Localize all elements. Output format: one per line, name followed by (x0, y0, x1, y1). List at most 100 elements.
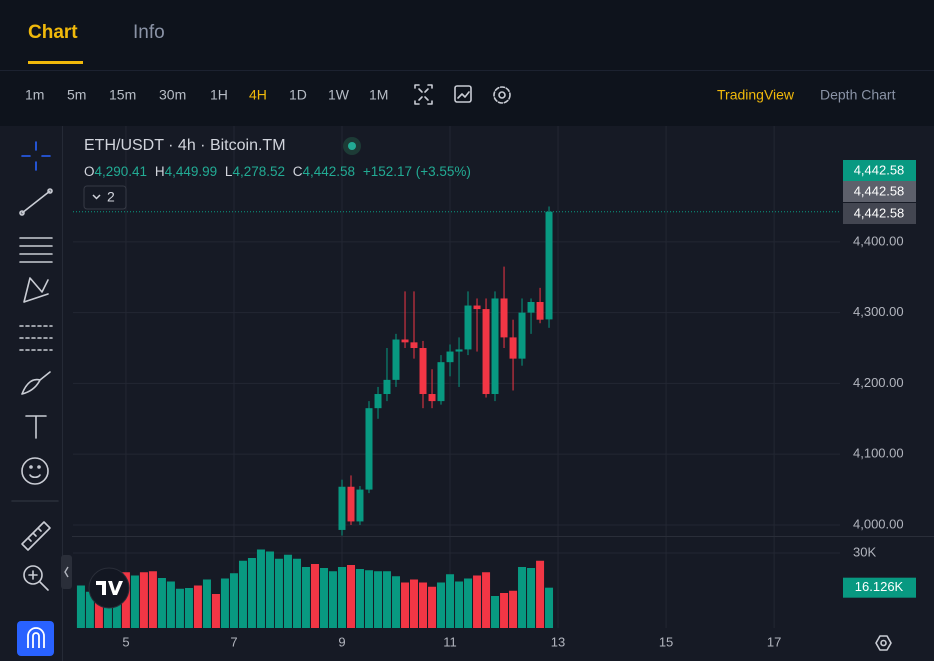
volume-bar (455, 581, 464, 628)
interval-bar: 1m 5m 15m 30m 1H 4H 1D 1W 1M (25, 87, 388, 103)
magnet-button[interactable] (17, 621, 54, 656)
value: 4,278.52 (232, 164, 285, 179)
candle-body (437, 362, 445, 402)
volume-bar (130, 575, 139, 628)
volume-bar (94, 584, 103, 628)
drawing-toolbar (0, 126, 62, 661)
tab[interactable]: Info (133, 22, 165, 43)
volume-bar (392, 576, 401, 628)
badge-text: 4,442.58 (854, 183, 905, 198)
candle-body (527, 302, 535, 313)
volume-bar (527, 568, 536, 628)
candle-body (401, 339, 409, 343)
volume-badge (843, 577, 916, 598)
volume-bar (382, 571, 391, 628)
key: H (155, 164, 165, 179)
indicator-toggle[interactable] (83, 185, 127, 210)
magnet-icon (27, 627, 45, 648)
key: C (293, 164, 303, 179)
candle-body (383, 379, 391, 395)
interval[interactable]: 30m (159, 87, 186, 103)
volume-bar (436, 582, 445, 628)
tab[interactable]: Chart (28, 22, 78, 43)
tab-underline (28, 61, 83, 64)
indicator-icon[interactable] (454, 85, 472, 103)
x-tick-label: 13 (551, 634, 565, 649)
symbol: ETH/USDT · 4h · Bitcoin.TM (84, 137, 286, 154)
volume-badge-text: 16.126K (855, 579, 904, 594)
key: L (225, 164, 233, 179)
value: 4,442.58 (303, 164, 356, 179)
interval[interactable]: 4H (249, 87, 267, 103)
axis-settings[interactable] (875, 635, 892, 651)
collapse-arrow (64, 566, 69, 578)
y-tick-label: 4,100.00 (853, 446, 904, 461)
candle-body (464, 305, 472, 350)
interval[interactable]: 15m (109, 87, 136, 103)
candle-body (455, 349, 463, 352)
volume-bar (310, 564, 319, 628)
volume-bar (536, 560, 545, 628)
tv-logo-mark (96, 581, 123, 595)
pane-separator (72, 536, 934, 537)
volume-bar (355, 569, 364, 628)
interval[interactable]: 1H (210, 87, 228, 103)
x-tick-label: 7 (230, 634, 237, 649)
ohlc: O4,290.41 H4,449.99 L4,278.52 C4,442.58 … (84, 164, 471, 179)
candle-body (518, 312, 526, 359)
volume-bar (374, 571, 383, 628)
volume-bar (292, 558, 301, 628)
volume-bar (491, 596, 500, 628)
interval[interactable]: 1W (328, 87, 350, 103)
y-tick-label: 4,400.00 (853, 233, 904, 248)
fullscreen-icon[interactable] (414, 84, 433, 105)
view-option[interactable]: Depth Chart (820, 87, 896, 103)
volume-bar (509, 590, 518, 628)
view-option[interactable]: TradingView (717, 87, 795, 103)
settings-icon[interactable] (493, 86, 511, 104)
volume-bar (419, 582, 428, 628)
volume-bar (337, 567, 346, 628)
y-tick-label: 4,000.00 (853, 516, 904, 531)
candle-body (338, 486, 346, 530)
candle-body (509, 337, 517, 359)
volume-bar (347, 565, 356, 628)
candle-body (500, 298, 508, 338)
volume-bar (274, 558, 283, 628)
interval[interactable]: 5m (67, 87, 86, 103)
drawing-tools[interactable] (11, 141, 59, 591)
candle-body (446, 351, 454, 363)
header-bg (0, 0, 934, 126)
volume-bar (256, 549, 265, 628)
volume-bar (85, 591, 94, 628)
volume-bar (518, 567, 527, 628)
candle-body (410, 342, 418, 349)
volume-bar (464, 578, 473, 628)
tv-logo[interactable] (88, 567, 130, 609)
price-pane (73, 206, 840, 536)
volume-bar (545, 587, 554, 628)
volume-bar (238, 560, 247, 628)
badge (843, 181, 916, 202)
interval[interactable]: 1M (369, 87, 388, 103)
collapse-handle[interactable] (61, 555, 72, 589)
volume-bar (265, 551, 274, 628)
value: 4,290.41 (95, 164, 148, 179)
candle-body (473, 305, 481, 310)
badge-text: 4,442.58 (854, 205, 905, 220)
volume-bar (139, 572, 148, 628)
indicator-count: 2 (107, 189, 115, 205)
volume-bar (121, 572, 130, 628)
y-tick-label: 30K (853, 544, 876, 559)
candle-body (392, 339, 400, 380)
x-tick-label: 11 (443, 634, 457, 649)
volume-bar (328, 571, 337, 628)
volume-bar (482, 572, 491, 628)
volume-bar (229, 573, 238, 628)
interval[interactable]: 1m (25, 87, 44, 103)
interval[interactable]: 1D (289, 87, 307, 103)
x-tick-label: 5 (122, 634, 129, 649)
volume-bar (202, 579, 211, 628)
x-tick-label: 15 (659, 634, 673, 649)
